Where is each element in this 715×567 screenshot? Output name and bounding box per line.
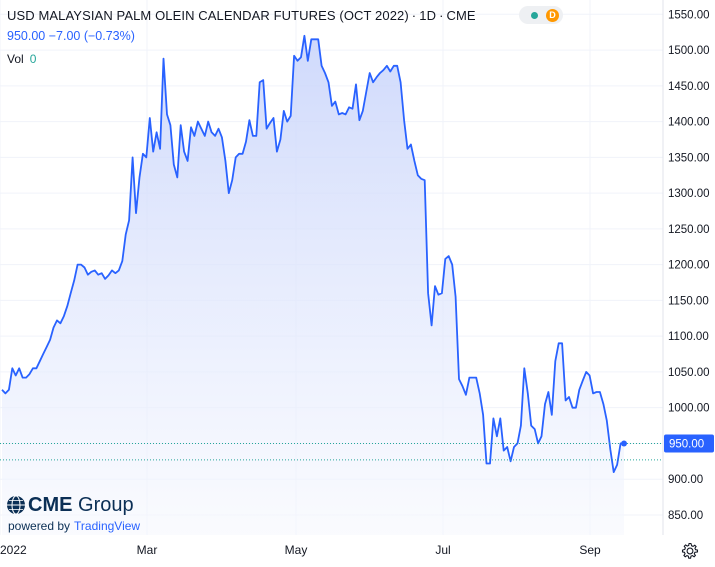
- logo-light-text: Group: [72, 494, 134, 516]
- x-tick-label: Sep: [579, 543, 601, 557]
- cme-globe-icon: [7, 495, 25, 515]
- last-price: 950.00: [7, 29, 46, 43]
- price-line: [1, 34, 624, 473]
- x-tick-label: 2022: [0, 543, 27, 557]
- powered-by: powered by TradingView: [8, 519, 140, 533]
- x-tick-label: May: [285, 543, 308, 557]
- x-tick-label: Mar: [137, 543, 158, 557]
- exchange-label: CME: [446, 8, 476, 23]
- x-tick-label: Jul: [435, 543, 450, 557]
- y-tick-label: 1050.00: [668, 367, 710, 379]
- powered-by-text: powered by: [8, 519, 71, 533]
- delayed-data-icon: D: [546, 9, 559, 22]
- market-status-badge[interactable]: D: [519, 6, 563, 24]
- gear-icon[interactable]: [680, 541, 700, 561]
- y-axis[interactable]: 850.00 900.00 950.00 1000.00 1050.00 1100.00 1…: [668, 9, 710, 522]
- tradingview-link[interactable]: TradingView: [74, 519, 141, 533]
- cme-group-logo: CME Group: [28, 494, 134, 517]
- x-axis[interactable]: 2022 Mar May Jul Sep: [0, 543, 601, 557]
- interval-label[interactable]: 1D: [419, 8, 437, 23]
- price-change: −7.00: [48, 29, 81, 43]
- market-open-dot-icon: [531, 12, 538, 19]
- volume-legend[interactable]: Vol 0: [7, 52, 36, 66]
- y-tick-label: 1400.00: [668, 117, 710, 129]
- volume-value: 0: [29, 52, 37, 66]
- y-tick-label: 1550.00: [668, 9, 710, 21]
- chart-title: USD MALAYSIAN PALM OLEIN CALENDAR FUTURE…: [7, 8, 409, 23]
- y-tick-label: 1000.00: [668, 403, 710, 415]
- price-change-percent: (−0.73%): [83, 29, 135, 43]
- y-tick-label: 1450.00: [668, 81, 710, 93]
- y-tick-label: 1500.00: [668, 45, 710, 57]
- y-tick-label: 1150.00: [668, 295, 709, 307]
- last-price-label-text: 950.00: [669, 438, 704, 450]
- y-tick-label: 1200.00: [668, 260, 710, 272]
- y-tick-label: 1350.00: [668, 152, 710, 164]
- logo-bold-text: CME: [28, 494, 73, 516]
- y-tick-label: 1300.00: [668, 188, 710, 200]
- price-area: [2, 35, 624, 536]
- y-tick-label: 900.00: [668, 474, 703, 486]
- y-tick-label: 850.00: [668, 510, 703, 522]
- chart-header: USD MALAYSIAN PALM OLEIN CALENDAR FUTURE…: [7, 8, 476, 23]
- last-price-marker: [621, 440, 627, 447]
- last-price-label: 950.00: [664, 434, 714, 453]
- y-tick-label: 1100.00: [668, 331, 709, 343]
- quote-line: 950.00 −7.00 (−0.73%): [7, 29, 135, 43]
- y-tick-label: 1250.00: [668, 224, 710, 236]
- volume-label: Vol: [7, 52, 24, 66]
